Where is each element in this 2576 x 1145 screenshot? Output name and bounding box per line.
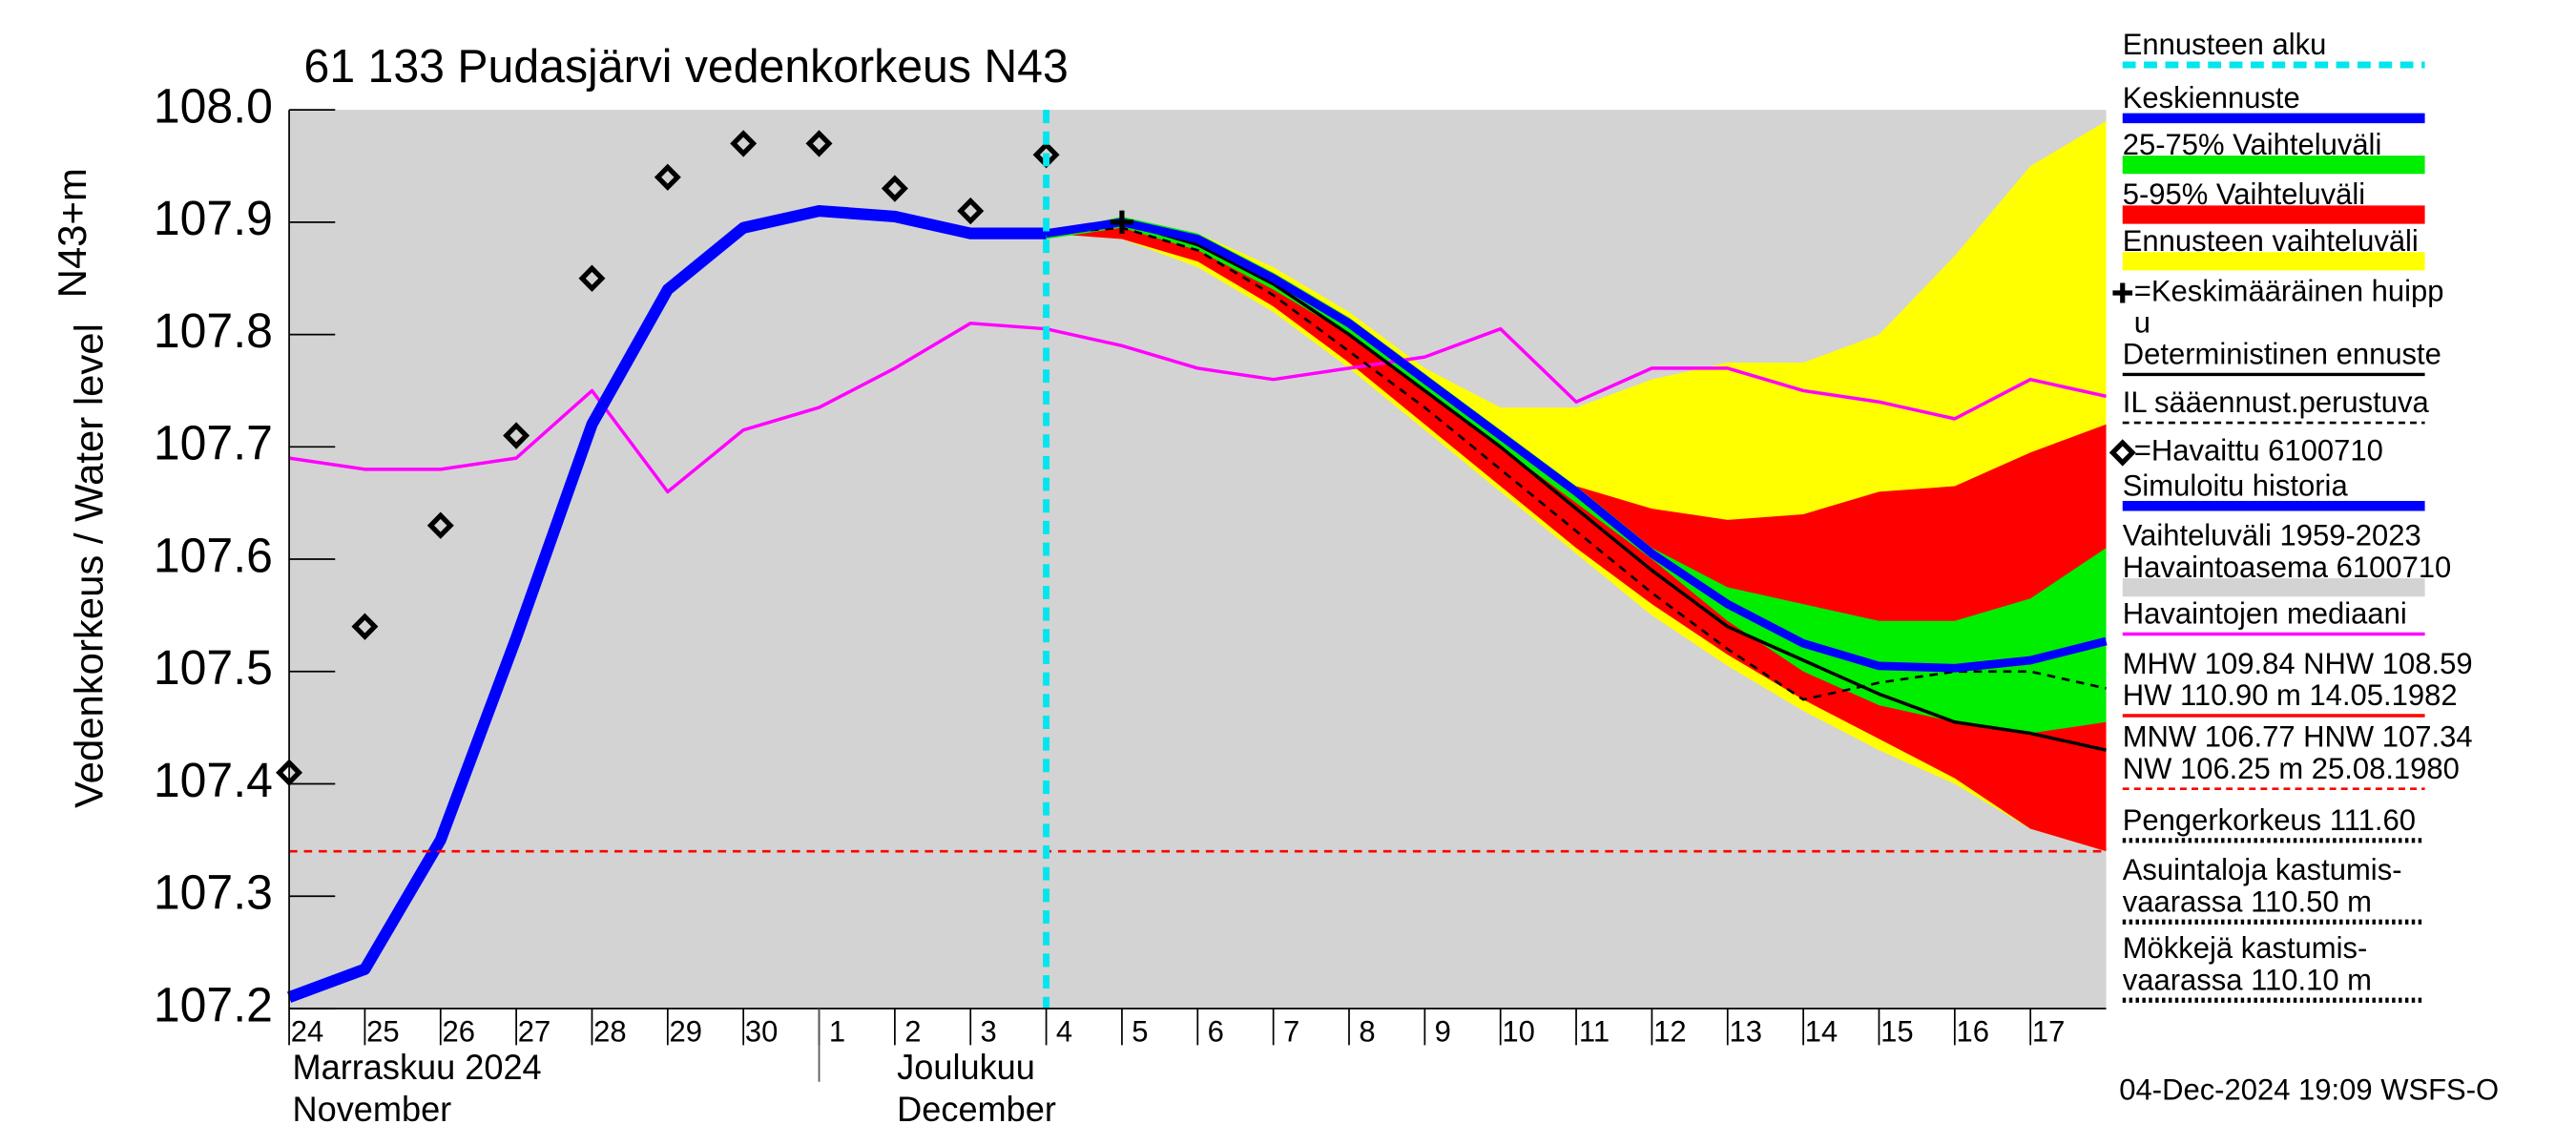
legend-label: Vaihteluväli 1959-2023 xyxy=(2123,518,2421,552)
legend-label: Keskiennuste xyxy=(2123,81,2300,114)
y-tick-label: 108.0 xyxy=(154,79,273,133)
x-tick-label: 14 xyxy=(1805,1014,1838,1048)
legend-label: 25-75% Vaihteluväli xyxy=(2123,128,2382,161)
y-axis-unit: N43+m xyxy=(50,168,94,298)
observed-point xyxy=(503,422,530,449)
month-label: November xyxy=(293,1090,452,1129)
x-tick-label: 2 xyxy=(904,1014,921,1048)
legend-marker xyxy=(2109,439,2136,467)
legend-label: 5-95% Vaihteluväli xyxy=(2123,177,2365,211)
y-tick-label: 107.9 xyxy=(154,192,273,245)
x-tick-label: 7 xyxy=(1283,1014,1299,1048)
x-tick-label: 17 xyxy=(2032,1014,2065,1048)
observed-point xyxy=(957,197,985,225)
legend-label: IL sääennust.perustuva xyxy=(2123,385,2430,419)
series-line xyxy=(1046,220,2107,752)
x-tick-label: 3 xyxy=(981,1014,997,1048)
legend-label: MNW 106.77 HNW 107.34 xyxy=(2123,720,2473,754)
peak-marker xyxy=(1110,210,1133,235)
legend-label: u xyxy=(2134,305,2150,339)
observed-point xyxy=(578,264,606,292)
month-label: Joulukuu xyxy=(897,1048,1035,1087)
observed-point xyxy=(426,511,454,539)
x-tick-label: 29 xyxy=(670,1014,702,1048)
legend-label: Mökkejä kastumis- xyxy=(2123,931,2368,965)
legend-label: MHW 109.84 NHW 108.59 xyxy=(2123,647,2473,680)
month-label: Marraskuu 2024 xyxy=(293,1048,542,1087)
legend-label: Asuintaloja kastumis- xyxy=(2123,853,2402,886)
observed-point xyxy=(730,130,758,157)
x-tick-label: 13 xyxy=(1729,1014,1761,1048)
x-tick-label: 5 xyxy=(1132,1014,1148,1048)
legend-label: vaarassa 110.10 m xyxy=(2123,963,2372,996)
legend-label: =Keskimääräinen huipp xyxy=(2134,274,2444,307)
y-tick-label: 107.8 xyxy=(154,304,273,358)
legend-label: Havaintoasema 6100710 xyxy=(2123,551,2452,584)
chart-title: 61 133 Pudasjärvi vedenkorkeus N43 xyxy=(304,41,1069,93)
y-tick-label: 107.7 xyxy=(154,416,273,469)
x-tick-label: 9 xyxy=(1435,1014,1451,1048)
x-tick-label: 26 xyxy=(442,1014,474,1048)
footer: 04-Dec-2024 19:09 WSFS-O xyxy=(2119,1072,2499,1106)
series-line xyxy=(286,204,1047,1003)
observed-point xyxy=(805,130,833,157)
x-tick-label: 30 xyxy=(745,1014,778,1048)
x-tick-label: 28 xyxy=(593,1014,626,1048)
legend-label: Ennusteen alku xyxy=(2123,28,2327,61)
series-line xyxy=(288,322,2107,494)
legend-label: HW 110.90 m 14.05.1982 xyxy=(2123,678,2458,712)
legend-label: =Havaittu 6100710 xyxy=(2134,434,2383,468)
series-line xyxy=(1046,226,2107,701)
observed-point xyxy=(881,175,908,202)
x-tick-label: 12 xyxy=(1653,1014,1686,1048)
x-tick-label: 24 xyxy=(291,1014,323,1048)
x-tick-label: 11 xyxy=(1579,1014,1610,1048)
observed-point xyxy=(654,163,681,191)
x-tick-label: 15 xyxy=(1880,1014,1913,1048)
y-tick-label: 107.4 xyxy=(154,754,273,807)
x-tick-label: 6 xyxy=(1208,1014,1224,1048)
forecast-band xyxy=(1046,221,2107,852)
x-tick-label: 27 xyxy=(518,1014,551,1048)
legend-label: Ennusteen vaihteluväli xyxy=(2123,224,2419,258)
x-tick-label: 25 xyxy=(366,1014,399,1048)
x-tick-label: 8 xyxy=(1359,1014,1375,1048)
series-line xyxy=(1045,218,2108,673)
legend-label: NW 106.25 m 25.08.1980 xyxy=(2123,752,2460,785)
legend-label: Deterministinen ennuste xyxy=(2123,337,2441,370)
month-label: December xyxy=(897,1090,1056,1129)
legend-marker xyxy=(2112,282,2133,303)
legend-label: Simuloitu historia xyxy=(2123,468,2349,502)
legend-label: Pengerkorkeus 111.60 xyxy=(2123,803,2416,837)
legend-label: vaarassa 110.50 m xyxy=(2123,885,2372,918)
y-axis-label: Vedenkorkeus / Water level xyxy=(67,323,112,808)
observed-point xyxy=(351,613,379,640)
y-tick-label: 107.6 xyxy=(154,529,273,582)
x-tick-label: 10 xyxy=(1502,1014,1534,1048)
x-tick-label: 4 xyxy=(1056,1014,1072,1048)
x-tick-label: 1 xyxy=(829,1014,845,1048)
x-tick-label: 16 xyxy=(1957,1014,1989,1048)
y-tick-label: 107.5 xyxy=(154,641,273,695)
y-tick-label: 107.2 xyxy=(154,978,273,1031)
legend-label: Havaintojen mediaani xyxy=(2123,596,2407,630)
y-tick-label: 107.3 xyxy=(154,865,273,919)
forecast-band xyxy=(1046,216,2107,734)
